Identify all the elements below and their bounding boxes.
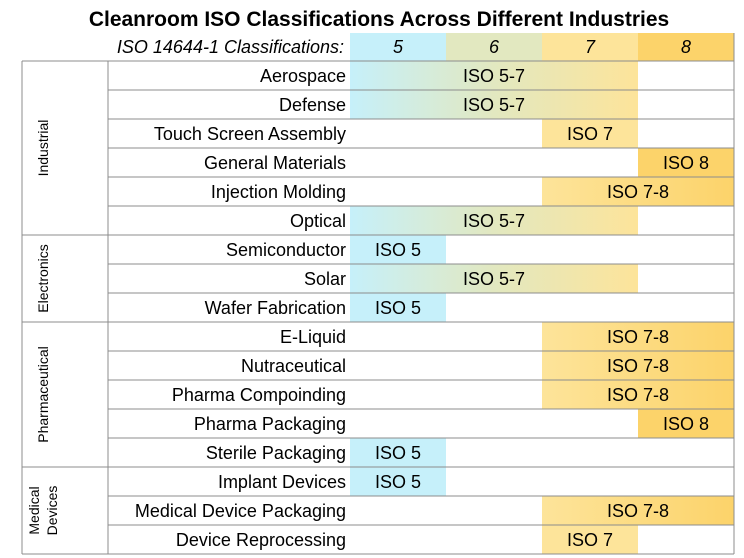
group-label-medical-devices: Devices [44, 486, 60, 536]
class-header-label-7: 7 [585, 37, 596, 57]
label-layer: ISO 5-7 Aerospace ISO 5-7 Defense ISO 7 Touch… [26, 66, 709, 550]
bar-pharma-packaging [638, 409, 734, 438]
bar-optical [350, 206, 638, 235]
bar-value-solar: ISO 5-7 [463, 269, 525, 289]
row-label-e-liquid: E-Liquid [280, 327, 346, 347]
bar-pharma-compoinding [542, 380, 734, 409]
bar-layer [350, 61, 734, 554]
class-header: ISO 14644-1 Classifications: 5 6 7 8 [117, 33, 734, 61]
bar-value-semiconductor: ISO 5 [375, 240, 421, 260]
bar-implant-devices [350, 467, 446, 496]
row-label-defense: Defense [279, 95, 346, 115]
bar-value-wafer-fabrication: ISO 5 [375, 298, 421, 318]
grid-layer [21, 33, 735, 555]
bar-value-optical: ISO 5-7 [463, 211, 525, 231]
group-label-medical-devices: Medical [26, 486, 42, 534]
bar-aerospace [350, 61, 638, 90]
class-header-label-6: 6 [489, 37, 500, 57]
row-label-general-materials: General Materials [204, 153, 346, 173]
bar-injection-molding [542, 177, 734, 206]
bar-general-materials [638, 148, 734, 177]
class-header-cell-6 [446, 33, 542, 61]
chart-title: Cleanroom ISO Classifications Across Dif… [89, 8, 669, 31]
row-label-touch-screen-assembly: Touch Screen Assembly [154, 124, 346, 144]
group-label-pharmaceutical: Pharmaceutical [35, 346, 51, 443]
bar-value-medical-device-packaging: ISO 7-8 [607, 501, 669, 521]
row-label-medical-device-packaging: Medical Device Packaging [135, 501, 346, 521]
bar-value-nutraceutical: ISO 7-8 [607, 356, 669, 376]
bar-value-general-materials: ISO 8 [663, 153, 709, 173]
bar-device-reprocessing [542, 525, 638, 554]
group-label-industrial: Industrial [35, 120, 51, 177]
class-header-cell-5 [350, 33, 446, 61]
bar-e-liquid [542, 322, 734, 351]
class-header-cell-7 [542, 33, 638, 61]
bar-value-pharma-compoinding: ISO 7-8 [607, 385, 669, 405]
row-label-semiconductor: Semiconductor [226, 240, 346, 260]
row-label-implant-devices: Implant Devices [218, 472, 346, 492]
bar-value-sterile-packaging: ISO 5 [375, 443, 421, 463]
bar-solar [350, 264, 638, 293]
row-label-injection-molding: Injection Molding [211, 182, 346, 202]
row-label-pharma-packaging: Pharma Packaging [194, 414, 346, 434]
row-label-pharma-compoinding: Pharma Compoinding [172, 385, 346, 405]
bar-value-aerospace: ISO 5-7 [463, 66, 525, 86]
bar-nutraceutical [542, 351, 734, 380]
row-label-aerospace: Aerospace [260, 66, 346, 86]
row-label-solar: Solar [304, 269, 346, 289]
row-label-optical: Optical [290, 211, 346, 231]
bar-value-e-liquid: ISO 7-8 [607, 327, 669, 347]
bar-touch-screen-assembly [542, 119, 638, 148]
row-label-wafer-fabrication: Wafer Fabrication [205, 298, 346, 318]
bar-value-pharma-packaging: ISO 8 [663, 414, 709, 434]
group-label-electronics: Electronics [35, 244, 51, 312]
bar-semiconductor [350, 235, 446, 264]
bar-value-defense: ISO 5-7 [463, 95, 525, 115]
bar-value-implant-devices: ISO 5 [375, 472, 421, 492]
bar-medical-device-packaging [542, 496, 734, 525]
bar-value-touch-screen-assembly: ISO 7 [567, 124, 613, 144]
bar-value-device-reprocessing: ISO 7 [567, 530, 613, 550]
class-header-cell-8 [638, 33, 734, 61]
bar-sterile-packaging [350, 438, 446, 467]
header-label: ISO 14644-1 Classifications: [117, 37, 344, 57]
bar-defense [350, 90, 638, 119]
row-label-device-reprocessing: Device Reprocessing [176, 530, 346, 550]
row-label-nutraceutical: Nutraceutical [241, 356, 346, 376]
row-label-sterile-packaging: Sterile Packaging [206, 443, 346, 463]
bar-wafer-fabrication [350, 293, 446, 322]
bar-value-injection-molding: ISO 7-8 [607, 182, 669, 202]
class-header-label-5: 5 [393, 37, 404, 57]
class-header-label-8: 8 [681, 37, 691, 57]
